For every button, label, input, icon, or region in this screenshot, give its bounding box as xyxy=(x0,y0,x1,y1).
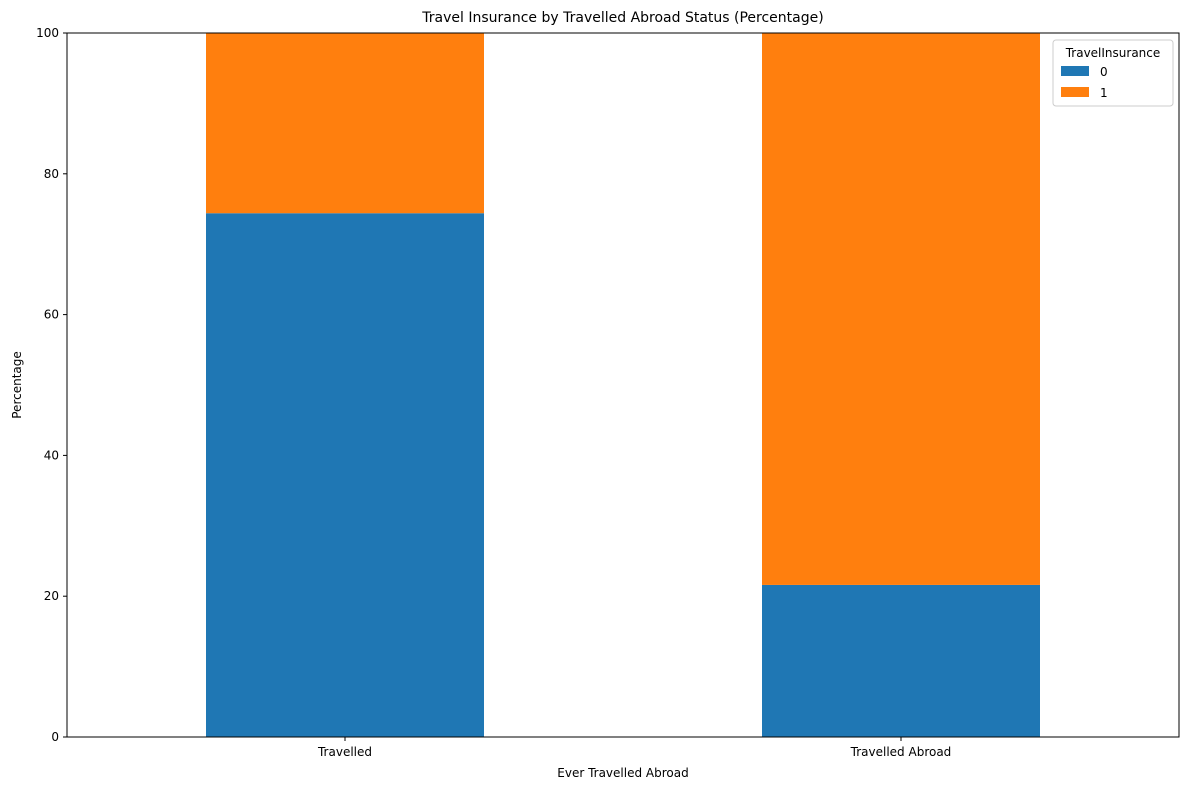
legend-swatch-1 xyxy=(1061,87,1089,97)
y-axis-label: Percentage xyxy=(10,351,24,419)
bar-1-series-0 xyxy=(762,584,1040,737)
y-tick-label-0: 0 xyxy=(51,730,59,744)
x-tick-label-1: Travelled Abroad xyxy=(850,745,952,759)
y-tick-label-4: 80 xyxy=(44,167,59,181)
y-tick-label-3: 60 xyxy=(44,308,59,322)
x-tick-label-0: Travelled xyxy=(317,745,372,759)
x-axis-label: Ever Travelled Abroad xyxy=(557,766,688,780)
x-axis: Travelled Travelled Abroad xyxy=(317,737,951,759)
bars-layer xyxy=(206,33,1040,737)
y-tick-label-2: 40 xyxy=(44,448,59,462)
legend: TravelInsurance 0 1 xyxy=(1052,39,1174,107)
legend-title: TravelInsurance xyxy=(1065,46,1161,60)
chart-title: Travel Insurance by Travelled Abroad Sta… xyxy=(421,10,823,26)
bar-1-series-1 xyxy=(762,33,1040,585)
bar-0-series-1 xyxy=(206,33,484,214)
bar-0-series-0 xyxy=(206,213,484,737)
legend-label-1: 1 xyxy=(1100,86,1108,100)
y-tick-label-5: 100 xyxy=(36,26,59,40)
plot-frame xyxy=(66,32,1180,738)
y-axis: 0 20 40 60 80 100 xyxy=(36,26,67,744)
y-tick-label-1: 20 xyxy=(44,589,59,603)
legend-label-0: 0 xyxy=(1100,65,1108,79)
legend-swatch-0 xyxy=(1061,66,1089,76)
